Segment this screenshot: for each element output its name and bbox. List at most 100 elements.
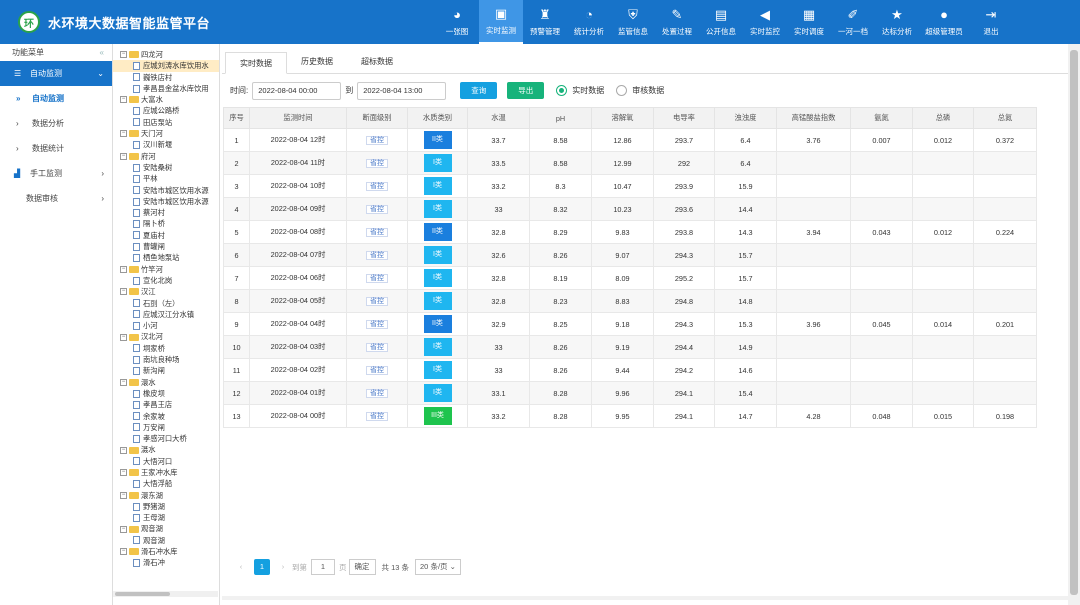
tab-2[interactable]: 超标数据 (361, 57, 393, 66)
tree-toggle-icon[interactable]: − (120, 152, 127, 160)
nav-item-9[interactable]: ✐ 一河一档 (831, 0, 875, 44)
sidebar-item-2[interactable]: › 数据分析 (0, 111, 112, 136)
tree-node-site[interactable]: 小河 (113, 320, 219, 331)
tree-toggle-icon[interactable]: − (120, 265, 127, 273)
tree-node-site[interactable]: 孝感河口大桥 (113, 433, 219, 444)
tree-node-site[interactable]: 夏庙村 (113, 230, 219, 241)
sidebar-item-5[interactable]: 数据审核 › (0, 186, 112, 211)
tree-node-site[interactable]: 宣化北岗 (113, 275, 219, 286)
prev-page-button[interactable]: ‹ (239, 562, 243, 571)
nav-item-6[interactable]: ▤ 公开信息 (699, 0, 743, 44)
tree-node-site[interactable]: 垌家桥 (113, 343, 219, 354)
tree-node-site[interactable]: 安陆桑树 (113, 162, 219, 173)
nav-item-5[interactable]: ✎ 处置过程 (655, 0, 699, 44)
section-level-link[interactable]: 省控 (366, 159, 388, 168)
tree-node-site[interactable]: 田店泵站 (113, 117, 219, 128)
tree-node-site[interactable]: 王母湖 (113, 512, 219, 523)
nav-item-4[interactable]: ⛨ 监管信息 (611, 0, 655, 44)
tree-node-site[interactable]: 观音湖 (113, 535, 219, 546)
tree-node-site[interactable]: 万安闸 (113, 422, 219, 433)
tree-toggle-icon[interactable]: − (120, 96, 127, 104)
export-button[interactable]: 导出 (507, 82, 545, 99)
main-hscrollbar[interactable] (222, 596, 1068, 600)
tree-node-site[interactable]: 滑石冲 (113, 557, 219, 568)
sidebar-item-4[interactable]: ▟ 手工监测 › (0, 161, 112, 186)
radio-audit[interactable]: 审核数据 (616, 85, 664, 96)
tree-node-site[interactable]: 汉川新堰 (113, 139, 219, 150)
tree-node-river[interactable]: − 滑石冲水库 (113, 546, 219, 557)
radio-audit-dot[interactable] (616, 85, 628, 96)
tree-node-river[interactable]: − 四龙河 (113, 49, 219, 60)
tree-node-site[interactable]: 野猪湖 (113, 501, 219, 512)
tree-toggle-icon[interactable]: − (120, 548, 127, 556)
tree-node-river[interactable]: − 竹竿河 (113, 264, 219, 275)
start-time-input[interactable]: 2022-08-04 00:00 (252, 81, 342, 100)
section-level-link[interactable]: 省控 (366, 412, 388, 421)
tree-node-site[interactable]: 石剅（左） (113, 298, 219, 309)
tree-hscrollbar-thumb[interactable] (115, 592, 170, 596)
nav-item-11[interactable]: ● 超级管理员 (919, 0, 969, 44)
tree-toggle-icon[interactable]: − (120, 378, 127, 386)
tree-node-river[interactable]: − 汉江 (113, 286, 219, 297)
nav-item-1[interactable]: ▣ 实时监测 (479, 0, 523, 44)
tree-node-site[interactable]: 南坑良种场 (113, 354, 219, 365)
sidebar-item-0[interactable]: ☰ 自动监测 ⌄ (0, 61, 112, 86)
tree-node-site[interactable]: 平林 (113, 173, 219, 184)
tree-node-river[interactable]: − 澴东湖 (113, 490, 219, 501)
nav-item-7[interactable]: ◀ 实时监控 (743, 0, 787, 44)
tree-node-river[interactable]: − 大富水 (113, 94, 219, 105)
tree-toggle-icon[interactable]: − (120, 491, 127, 499)
section-level-link[interactable]: 省控 (366, 343, 388, 352)
tree-node-site[interactable]: 安陆市城区饮用水源 (113, 185, 219, 196)
tree-node-river[interactable]: − 汉北河 (113, 331, 219, 342)
tree-hscrollbar[interactable] (113, 591, 218, 597)
tree-node-site[interactable]: 安陆市城区饮用水源 (113, 196, 219, 207)
tree-node-site[interactable]: 孝昌王店 (113, 399, 219, 410)
section-level-link[interactable]: 省控 (366, 251, 388, 260)
nav-item-10[interactable]: ★ 达标分析 (875, 0, 919, 44)
goto-ok-button[interactable]: 确定 (348, 559, 376, 575)
tree-toggle-icon[interactable]: − (120, 288, 127, 296)
section-level-link[interactable]: 省控 (366, 205, 388, 214)
tree-node-site[interactable]: 大悟浮船 (113, 478, 219, 489)
nav-item-2[interactable]: ♜ 预警管理 (523, 0, 567, 44)
section-level-link[interactable]: 省控 (366, 182, 388, 191)
nav-item-0[interactable]: ◕ 一张图 (435, 0, 479, 44)
sidebar-item-1[interactable]: » 自动监测 (0, 86, 112, 111)
tree-node-site[interactable]: 巍铁店村 (113, 72, 219, 83)
page-vscrollbar[interactable] (1068, 44, 1080, 605)
tree-node-site[interactable]: 蔡河村 (113, 207, 219, 218)
tree-node-river[interactable]: − 王家冲水库 (113, 467, 219, 478)
tab-0[interactable]: 实时数据 (225, 52, 287, 74)
tree-toggle-icon[interactable]: − (120, 51, 127, 59)
section-level-link[interactable]: 省控 (366, 366, 388, 375)
tree-node-river[interactable]: − 滠水 (113, 444, 219, 455)
next-page-button[interactable]: › (281, 562, 285, 571)
section-level-link[interactable]: 省控 (366, 389, 388, 398)
section-level-link[interactable]: 省控 (366, 228, 388, 237)
section-level-link[interactable]: 省控 (366, 136, 388, 145)
end-time-input[interactable]: 2022-08-04 13:00 (357, 81, 447, 100)
radio-realtime[interactable]: 实时数据 (556, 85, 604, 96)
tree-node-site[interactable]: 橡皮坝 (113, 388, 219, 399)
page-size-select[interactable]: 20 条/页 ⌄ (415, 559, 461, 575)
tree-node-river[interactable]: − 天门河 (113, 128, 219, 139)
nav-item-12[interactable]: ⇥ 退出 (969, 0, 1013, 44)
tree-node-site[interactable]: 隔卜桥 (113, 218, 219, 229)
tree-toggle-icon[interactable]: − (120, 525, 127, 533)
tree-toggle-icon[interactable]: − (120, 446, 127, 454)
tree-node-site[interactable]: 应城公路桥 (113, 105, 219, 116)
page-input[interactable]: 1 (311, 559, 335, 575)
tree-node-site[interactable]: 新沟闸 (113, 365, 219, 376)
section-level-link[interactable]: 省控 (366, 320, 388, 329)
nav-item-8[interactable]: ▦ 实时调度 (787, 0, 831, 44)
nav-item-3[interactable]: ◔ 统计分析 (567, 0, 611, 44)
query-button[interactable]: 查询 (460, 82, 498, 99)
tree-node-site[interactable]: 余家坡 (113, 411, 219, 422)
tree-node-site[interactable]: 曹罐闸 (113, 241, 219, 252)
tree-node-site[interactable]: 栖鱼地泵站 (113, 252, 219, 263)
tree-node-site[interactable]: 大悟河口 (113, 456, 219, 467)
tree-node-river[interactable]: − 府河 (113, 151, 219, 162)
tree-toggle-icon[interactable]: − (120, 130, 127, 138)
page-vscrollbar-thumb[interactable] (1070, 50, 1078, 595)
